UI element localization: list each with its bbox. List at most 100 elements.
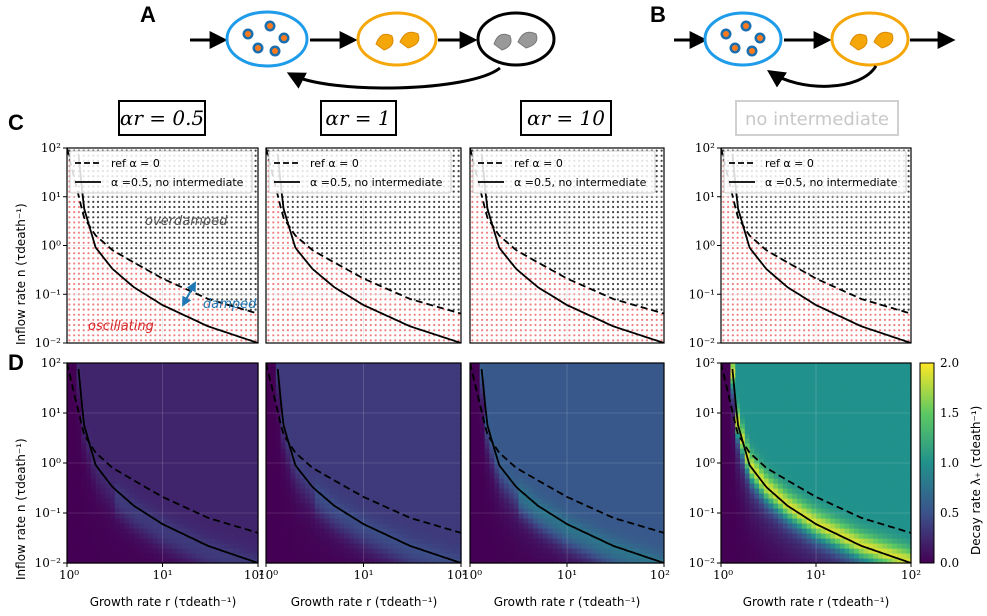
heatmap-cell — [95, 413, 102, 419]
phase-dot — [192, 277, 195, 280]
heatmap-cell — [105, 468, 111, 474]
heatmap-cell — [215, 498, 221, 504]
phase-dot — [206, 282, 209, 286]
phase-dot — [282, 247, 285, 250]
heatmap-cell — [67, 548, 73, 554]
heatmap-cell — [270, 513, 277, 519]
phase-dot — [350, 236, 353, 239]
phase-dot — [178, 298, 181, 301]
phase-dot — [340, 221, 343, 224]
heatmap-cell — [270, 423, 277, 429]
phase-dot — [457, 221, 460, 224]
phase-dot — [403, 262, 406, 265]
phase-dot — [249, 313, 252, 316]
phase-dot — [272, 277, 275, 280]
heatmap-cell — [234, 463, 240, 469]
heatmap-cell — [129, 543, 135, 549]
phase-dot — [87, 282, 90, 286]
phase-dot — [135, 298, 138, 301]
phase-dot — [355, 303, 358, 306]
phase-dot — [235, 323, 238, 327]
phase-dot — [384, 262, 387, 265]
phase-dot — [206, 313, 209, 316]
heatmap-cell — [152, 418, 159, 424]
phase-dot — [73, 318, 76, 321]
heatmap-cell — [219, 443, 226, 449]
phase-dot — [340, 339, 343, 342]
phase-dot — [254, 185, 257, 188]
heatmap-cell — [105, 413, 111, 419]
heatmap-cell — [114, 558, 121, 564]
heatmap-cell — [186, 423, 192, 429]
phase-dot — [408, 205, 411, 209]
phase-dot — [168, 282, 171, 286]
phase-dot — [447, 288, 450, 291]
phase-dot — [374, 267, 377, 270]
heatmap-cell — [86, 533, 92, 539]
heatmap-cell — [238, 478, 245, 484]
phase-dot — [286, 205, 289, 209]
phase-dot — [101, 236, 104, 239]
phase-dot — [68, 303, 71, 306]
phase-dot — [452, 262, 455, 265]
heatmap-cell — [157, 518, 164, 524]
heatmap-cell — [138, 408, 144, 414]
heatmap-cell — [253, 408, 259, 414]
phase-dot — [240, 221, 243, 224]
phase-dot — [277, 236, 280, 239]
phase-dot — [316, 318, 319, 321]
heatmap-cell — [133, 423, 140, 429]
phase-dot — [202, 221, 205, 224]
phase-dot — [68, 262, 71, 265]
phase-dot — [340, 318, 343, 321]
phase-dot — [345, 200, 348, 203]
phase-dot — [230, 339, 233, 342]
phase-dot — [286, 318, 289, 321]
heatmap-cell — [200, 413, 207, 419]
heatmap-cell — [157, 393, 164, 399]
heatmap-cell — [270, 498, 277, 504]
phase-dot — [306, 272, 309, 275]
heatmap-cell — [176, 538, 183, 544]
phase-dot — [452, 231, 455, 234]
phase-dot — [116, 282, 119, 286]
phase-dot — [101, 339, 104, 342]
phase-dot — [418, 216, 421, 219]
phase-dot — [355, 252, 358, 255]
phase-dot — [418, 226, 421, 229]
heatmap-cell — [162, 448, 168, 454]
phase-dot — [457, 159, 460, 162]
phase-dot — [202, 277, 205, 280]
phase-dot — [321, 205, 324, 209]
heatmap-cell — [200, 378, 207, 384]
phase-dot — [335, 308, 338, 311]
phase-dot — [335, 323, 338, 327]
heatmap-cell — [152, 428, 159, 434]
phase-dot — [374, 226, 377, 229]
phase-dot — [159, 334, 162, 337]
heatmap-cell — [172, 473, 178, 479]
heatmap-cell — [124, 558, 130, 564]
heatmap-cell — [253, 438, 259, 444]
heatmap-cell — [105, 373, 111, 379]
heatmap-cell — [295, 493, 301, 499]
heatmap-cell — [148, 433, 154, 439]
heatmap-cell — [300, 463, 306, 469]
heatmap-cell — [238, 513, 245, 519]
phase-dot — [364, 308, 367, 311]
phase-dot — [120, 303, 123, 306]
phase-dot — [360, 262, 363, 265]
heatmap-cell — [290, 363, 296, 369]
phase-dot — [68, 149, 71, 152]
heatmap-cell — [253, 473, 259, 479]
phase-dot — [403, 252, 406, 255]
phase-dot — [254, 231, 257, 234]
heatmap-cell — [90, 368, 97, 374]
phase-dot — [230, 277, 233, 280]
heatmap-cell — [219, 468, 226, 474]
phase-dot — [399, 200, 402, 203]
phase-dot — [408, 277, 411, 280]
phase-dot — [457, 277, 460, 280]
heatmap-cell — [81, 538, 87, 544]
heatmap-cell — [210, 408, 216, 414]
